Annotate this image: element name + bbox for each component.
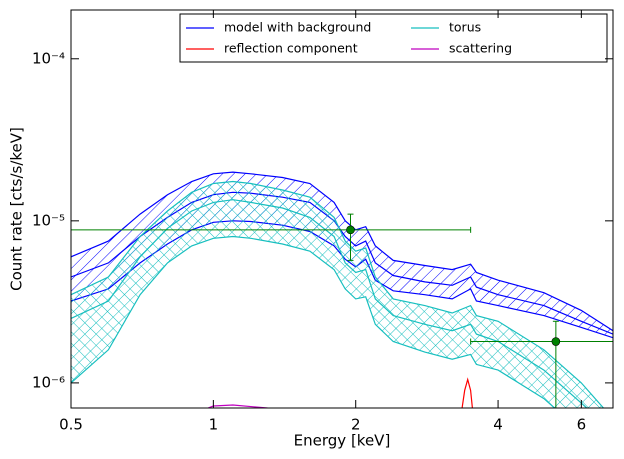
legend-label: model with background [224,20,371,35]
x-tick-label: 6 [577,416,587,434]
series-line [71,199,588,408]
x-tick-label: 4 [493,416,503,434]
band-edge [71,235,556,408]
x-tick-label: 0.5 [59,416,83,434]
x-tick-label: 1 [209,416,219,434]
x-tick-label: 2 [351,416,361,434]
series-line [206,404,270,408]
y-axis-label: Count rate [cts/s/keV] [8,127,26,291]
data-point [551,337,561,346]
y-tick-label: 10⁻⁴ [32,49,65,67]
series-line [461,377,474,408]
legend: model with background torus reflection com… [179,13,608,63]
plot-area [71,171,613,408]
legend-label: reflection component [224,41,358,56]
y-tick-label: 10⁻⁵ [32,211,65,229]
data-point [346,225,355,235]
legend-label: torus [449,20,481,35]
x-axis-label: Energy [keV] [294,432,391,450]
y-tick-label: 10⁻⁶ [32,373,65,391]
legend-label: scattering [449,41,512,56]
axes-frame [70,9,614,409]
band-fill [71,181,604,408]
legend-box [179,13,608,63]
